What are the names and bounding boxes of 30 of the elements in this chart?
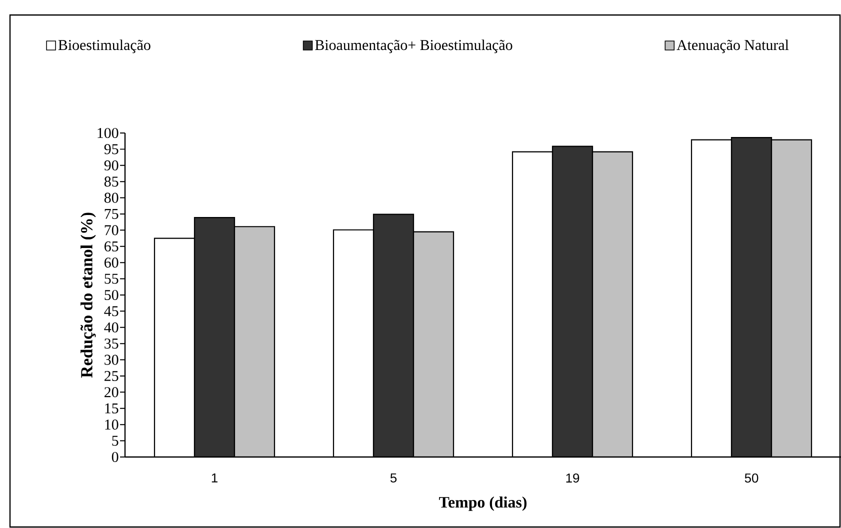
x-tick-label: 19 xyxy=(566,473,580,483)
legend-label: Atenuação Natural xyxy=(676,40,789,54)
y-tick-label: 45 xyxy=(104,306,118,316)
y-tick-label: 75 xyxy=(104,209,118,219)
y-tick-label: 40 xyxy=(104,322,118,332)
y-tick-label: 15 xyxy=(105,403,118,414)
y-tick-label: 10 xyxy=(105,420,118,430)
y-tick-label: 90 xyxy=(104,160,118,170)
y-tick-label: 50 xyxy=(104,290,118,300)
y-tick-label: 80 xyxy=(104,192,118,203)
y-tick-label: 55 xyxy=(104,274,118,284)
x-tick-label: 50 xyxy=(744,473,758,483)
y-axis-title: Redução do etanol (%) xyxy=(80,212,96,378)
y-tick-label: 25 xyxy=(104,370,118,381)
y-tick-label: 60 xyxy=(104,258,118,268)
x-tick-label: 5 xyxy=(390,473,397,482)
x-axis-title: Tempo (dias) xyxy=(439,496,527,511)
y-tick-label: 5 xyxy=(112,436,118,446)
legend-label: Bioestimulação xyxy=(58,40,150,54)
y-tick-label: 30 xyxy=(104,354,118,365)
y-tick-label: 35 xyxy=(104,338,118,349)
y-tick-label: 95 xyxy=(104,144,118,154)
y-tick-label: 100 xyxy=(98,128,118,138)
y-tick-label: 85 xyxy=(104,176,118,187)
y-tick-label: 65 xyxy=(104,241,118,252)
y-tick-label: 70 xyxy=(104,225,118,236)
x-tick-label: 1 xyxy=(212,473,218,482)
y-tick-label: 0 xyxy=(112,452,118,462)
legend-label: Bioaumentação+ Bioestimulação xyxy=(315,40,512,54)
y-tick-label: 20 xyxy=(104,387,118,398)
